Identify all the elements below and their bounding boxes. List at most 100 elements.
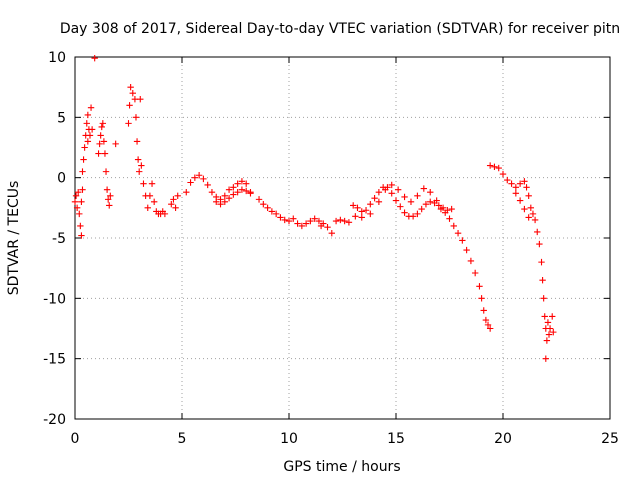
data-point xyxy=(516,180,524,187)
data-point xyxy=(358,208,365,215)
data-point xyxy=(394,186,402,193)
x-tick-label: 5 xyxy=(178,431,187,447)
data-point xyxy=(83,120,90,127)
data-point xyxy=(80,156,87,163)
data-point xyxy=(546,325,554,332)
data-point xyxy=(414,210,421,218)
data-point xyxy=(126,102,133,109)
data-point xyxy=(96,140,103,148)
data-point xyxy=(247,190,254,197)
x-tick-labels: 0 5 10 15 20 25 xyxy=(71,431,619,447)
data-point xyxy=(187,179,194,186)
data-point xyxy=(542,355,549,362)
data-point xyxy=(433,197,440,204)
data-point xyxy=(84,138,92,145)
data-point xyxy=(536,240,543,248)
data-point xyxy=(290,215,297,222)
data-point xyxy=(78,232,85,239)
data-point xyxy=(238,178,246,185)
data-point xyxy=(217,201,224,208)
data-point xyxy=(125,120,132,127)
data-point xyxy=(168,201,175,208)
data-point xyxy=(140,180,147,187)
data-point xyxy=(545,331,553,338)
data-points xyxy=(71,55,557,362)
data-point xyxy=(544,319,552,326)
data-point xyxy=(103,186,111,193)
data-point xyxy=(243,180,250,187)
data-point xyxy=(294,220,301,227)
data-point xyxy=(230,184,237,191)
data-point xyxy=(392,197,400,204)
data-point xyxy=(418,205,425,213)
data-point xyxy=(401,193,408,201)
y-tick-labels: 10 5 0 -5 -10 -15 -20 xyxy=(43,50,66,428)
data-point xyxy=(508,180,515,187)
data-point xyxy=(183,188,190,196)
y-tick-label: 0 xyxy=(57,171,66,187)
data-point xyxy=(499,170,507,178)
data-point xyxy=(221,198,228,205)
data-point xyxy=(213,198,220,205)
data-point xyxy=(482,316,490,324)
data-point xyxy=(414,192,421,199)
data-point xyxy=(172,204,179,212)
x-tick-label: 15 xyxy=(387,431,405,447)
data-point xyxy=(77,222,84,230)
y-axis-label: SDTVAR / TECUs xyxy=(6,181,22,296)
data-point xyxy=(375,198,383,205)
data-point xyxy=(311,215,318,222)
data-point xyxy=(78,198,85,205)
data-point xyxy=(285,217,293,225)
data-point xyxy=(504,176,511,184)
data-point xyxy=(170,196,177,203)
data-point xyxy=(484,321,492,329)
data-point xyxy=(99,120,107,127)
data-point xyxy=(315,217,323,225)
data-point xyxy=(76,210,83,218)
data-point xyxy=(238,186,246,193)
data-point xyxy=(541,313,548,320)
data-point xyxy=(539,277,546,284)
data-point xyxy=(467,257,475,265)
x-tick-label: 25 xyxy=(601,431,619,447)
data-point xyxy=(255,196,263,203)
data-point xyxy=(204,181,211,189)
data-point xyxy=(150,198,158,205)
y-tick-label: -20 xyxy=(43,412,66,428)
data-point xyxy=(495,164,502,172)
data-point xyxy=(388,190,395,197)
data-point xyxy=(531,216,539,224)
chart-title: Day 308 of 2017, Sidereal Day-to-day VTE… xyxy=(60,21,620,37)
data-point xyxy=(98,123,105,131)
data-point xyxy=(133,138,141,145)
data-point xyxy=(132,114,140,121)
data-point xyxy=(72,192,80,199)
data-point xyxy=(302,220,310,227)
data-point xyxy=(100,138,108,145)
data-point xyxy=(375,188,383,196)
data-point xyxy=(102,168,110,175)
data-point xyxy=(148,180,156,187)
data-point xyxy=(234,188,241,196)
data-point xyxy=(388,181,395,189)
data-point xyxy=(129,90,136,97)
data-point xyxy=(521,178,528,185)
x-tick-label: 0 xyxy=(71,431,80,447)
data-point xyxy=(95,150,102,157)
data-point xyxy=(268,208,276,215)
data-point xyxy=(367,210,374,218)
axis-ticks xyxy=(74,56,611,420)
x-axis-label: GPS time / hours xyxy=(283,459,400,475)
data-point xyxy=(136,168,143,175)
data-point xyxy=(341,217,348,225)
x-tick-label: 20 xyxy=(494,431,512,447)
data-point xyxy=(350,202,357,209)
data-point xyxy=(86,132,94,139)
data-point xyxy=(107,192,114,199)
data-point xyxy=(191,174,199,181)
data-point xyxy=(243,187,250,195)
data-point xyxy=(354,204,361,212)
data-point xyxy=(420,185,428,192)
